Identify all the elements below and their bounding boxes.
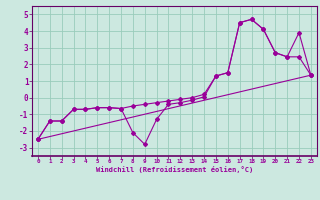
X-axis label: Windchill (Refroidissement éolien,°C): Windchill (Refroidissement éolien,°C): [96, 166, 253, 173]
